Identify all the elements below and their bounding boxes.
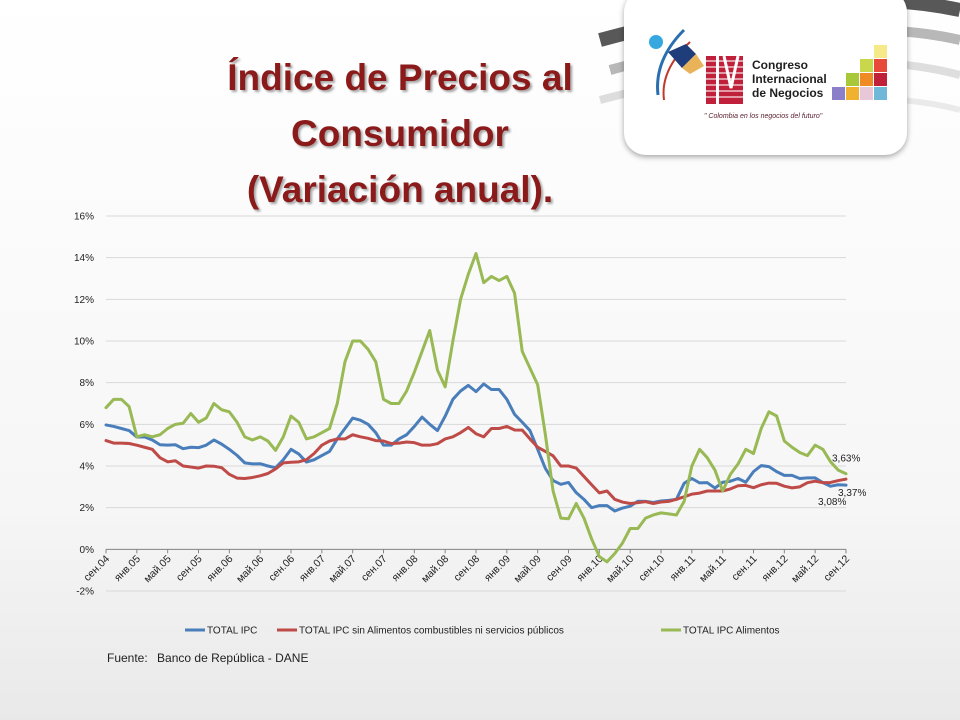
series-line-1 [104, 424, 848, 505]
x-tick-label: янв.06 [205, 553, 236, 584]
gridlines [106, 215, 846, 592]
y-tick-label: 16% [74, 212, 94, 223]
x-tick-label: янв.09 [482, 553, 513, 584]
x-tick-label: сен.11 [729, 553, 759, 583]
series-line-0 [104, 382, 848, 513]
x-tick-label: янв.11 [668, 553, 698, 583]
series-line-2 [104, 252, 848, 564]
data-label: 3,08% [818, 497, 846, 508]
x-tick-label: сен.06 [266, 553, 297, 584]
title-line-3: (Variación anual). [246, 169, 554, 210]
color-squares [832, 45, 887, 100]
logo-tagline: " Colombia en los negocios del futuro" [704, 113, 823, 120]
logo-line-1: Congreso [752, 58, 809, 72]
legend: TOTAL IPC TOTAL IPC sin Alimentos combust… [185, 626, 780, 637]
x-tick-label: сен.05 [174, 553, 205, 584]
x-tick-label: сен.07 [359, 553, 390, 584]
x-tick-label: май.07 [327, 553, 359, 585]
x-tick-label: май.11 [697, 553, 729, 585]
x-tick-label: май.06 [234, 553, 266, 585]
source-text: Banco de República - DANE [157, 651, 309, 665]
numeral-iv [706, 55, 743, 104]
data-label: 3,37% [838, 488, 866, 499]
y-tick-label: 8% [80, 378, 95, 389]
y-tick-label: 4% [80, 462, 95, 473]
x-tick-label: сен.09 [544, 553, 575, 584]
source-label: Fuente: [107, 651, 148, 665]
title-line-1: Índice de Precios al [227, 57, 573, 98]
series-group [104, 252, 848, 564]
x-tick-label: май.09 [512, 553, 544, 585]
x-tick-label: янв.07 [297, 553, 328, 584]
y-tick-label: 12% [74, 295, 94, 306]
legend-label: TOTAL IPC sin Alimentos combustibles ni … [299, 626, 564, 637]
x-tick-label: янв.12 [760, 553, 791, 584]
x-tick-label: сен.04 [81, 553, 112, 584]
annotations: 3,63% 3,37%3,08% [818, 454, 866, 508]
x-tick-label: май.05 [142, 553, 174, 585]
data-label: 3,63% [832, 454, 860, 465]
legend-label: TOTAL IPC Alimentos [683, 626, 780, 637]
logo-line-2: Internacional [752, 72, 827, 86]
x-tick-label: янв.05 [112, 553, 143, 584]
logo-text: Congreso Internacional de Negocios [752, 58, 827, 100]
y-tick-label: 14% [74, 253, 94, 264]
x-tick-label: сен.08 [451, 553, 482, 584]
logo-line-3: de Negocios [752, 86, 824, 100]
x-tick-label: сен.10 [636, 553, 667, 584]
y-axis: -2% 0% 2% 4% 6% 8% 10% 12% 14% 16% [74, 212, 94, 598]
y-tick-label: 2% [80, 503, 95, 514]
source-note: Fuente: Banco de República - DANE [107, 651, 314, 665]
title-line-2: Consumidor [291, 113, 509, 154]
congress-logo [649, 28, 887, 104]
page-title: Índice de Precios al Consumidor (Variaci… [150, 50, 650, 218]
y-tick-label: 6% [80, 420, 95, 431]
legend-label: TOTAL IPC [207, 626, 257, 637]
y-tick-label: -2% [76, 587, 94, 598]
y-tick-label: 0% [80, 545, 95, 556]
x-tick-label: май.08 [419, 553, 451, 585]
x-tick-label: янв.08 [390, 553, 421, 584]
x-tick-label: сен.12 [821, 553, 852, 584]
logo-panel [624, 0, 907, 155]
y-tick-label: 10% [74, 337, 94, 348]
x-tick-label: май.12 [789, 553, 821, 585]
